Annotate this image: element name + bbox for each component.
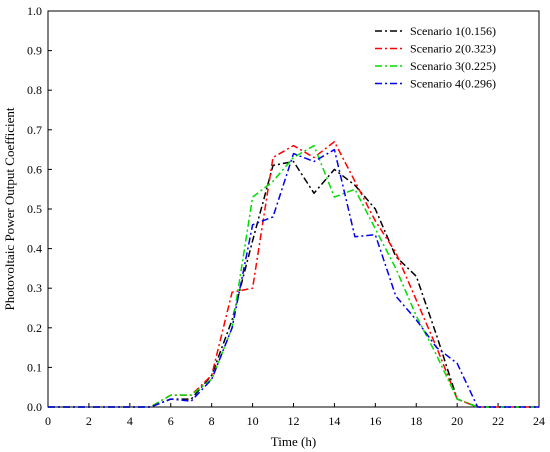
x-tick-label: 4 — [127, 414, 133, 428]
y-tick-label: 0.7 — [27, 123, 42, 137]
x-tick-label: 14 — [328, 414, 340, 428]
y-tick-label: 0.9 — [27, 44, 42, 58]
y-tick-label: 0.2 — [27, 321, 42, 335]
x-tick-label: 8 — [209, 414, 215, 428]
series-line-scenario-1 — [48, 160, 539, 408]
legend-label-scenario-3: Scenario 3(0.225) — [410, 59, 496, 73]
y-axis: 0.0 0.1 0.2 0.3 0.4 0.5 0.6 0.7 0.8 0.9 1.0 — [27, 4, 52, 414]
series-line-scenario-4 — [48, 148, 539, 408]
x-tick-label: 2 — [86, 414, 92, 428]
y-tick-label: 0.3 — [27, 281, 42, 295]
series-lines — [48, 140, 539, 408]
legend: Scenario 1(0.156) Scenario 2(0.323) Scenar… — [375, 24, 496, 91]
legend-label-scenario-1: Scenario 1(0.156) — [410, 24, 496, 38]
x-tick-label: 18 — [410, 414, 422, 428]
y-tick-label: 0.5 — [27, 202, 42, 216]
legend-label-scenario-4: Scenario 4(0.296) — [410, 77, 496, 91]
x-tick-label: 6 — [168, 414, 174, 428]
x-tick-label: 24 — [533, 414, 545, 428]
series-line-scenario-3 — [48, 144, 539, 408]
y-tick-label: 0.1 — [27, 360, 42, 374]
y-tick-label: 0.8 — [27, 83, 42, 97]
x-axis-title: Time (h) — [271, 434, 316, 449]
x-tick-label: 12 — [288, 414, 300, 428]
series-line-scenario-2 — [48, 140, 539, 408]
x-tick-label: 22 — [492, 414, 504, 428]
x-tick-label: 16 — [369, 414, 381, 428]
y-tick-label: 0.6 — [27, 162, 42, 176]
y-axis-title: Photovoltaic Power Output Coefficient — [2, 107, 17, 310]
y-tick-label: 1.0 — [27, 4, 42, 18]
y-tick-label: 0.4 — [27, 242, 42, 256]
legend-label-scenario-2: Scenario 2(0.323) — [410, 42, 496, 56]
x-axis: 0 2 4 6 8 10 12 14 16 18 20 22 24 — [45, 403, 545, 428]
x-tick-label: 20 — [451, 414, 463, 428]
y-tick-label: 0.0 — [27, 400, 42, 414]
x-tick-label: 10 — [247, 414, 259, 428]
x-tick-label: 0 — [45, 414, 51, 428]
